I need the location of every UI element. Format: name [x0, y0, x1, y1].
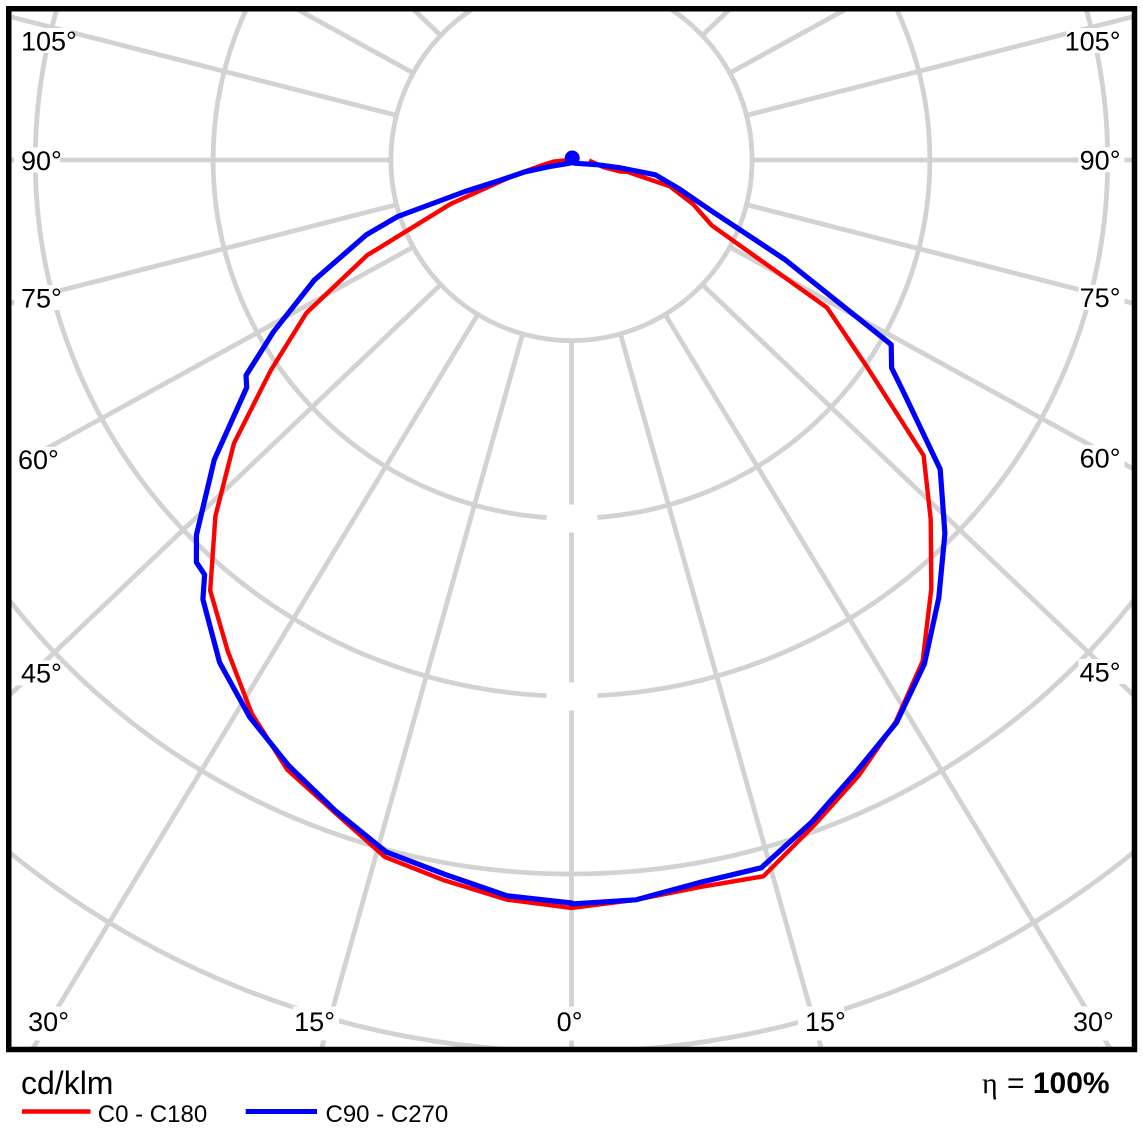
svg-text:90°: 90° — [1080, 145, 1121, 175]
svg-text:= 100%: = 100% — [1007, 1067, 1110, 1100]
svg-text:60°: 60° — [1080, 443, 1121, 473]
svg-text:C90 - C270: C90 - C270 — [326, 1101, 449, 1128]
svg-text:0°: 0° — [557, 1007, 583, 1037]
svg-text:75°: 75° — [21, 283, 62, 313]
svg-text:90°: 90° — [21, 146, 62, 176]
svg-text:30°: 30° — [28, 1007, 69, 1037]
svg-text:45°: 45° — [1080, 657, 1121, 687]
svg-text:15°: 15° — [294, 1007, 335, 1037]
svg-text:60°: 60° — [18, 445, 59, 475]
svg-text:30°: 30° — [1073, 1007, 1114, 1037]
svg-text:105°: 105° — [21, 26, 77, 56]
svg-text:15°: 15° — [805, 1007, 846, 1037]
svg-text:75°: 75° — [1080, 283, 1121, 313]
svg-text:45°: 45° — [21, 659, 62, 689]
svg-text:cd/klm: cd/klm — [21, 1065, 113, 1101]
svg-text:105°: 105° — [1065, 26, 1121, 56]
svg-text:C0 - C180: C0 - C180 — [98, 1101, 207, 1128]
svg-text:η: η — [982, 1067, 998, 1100]
